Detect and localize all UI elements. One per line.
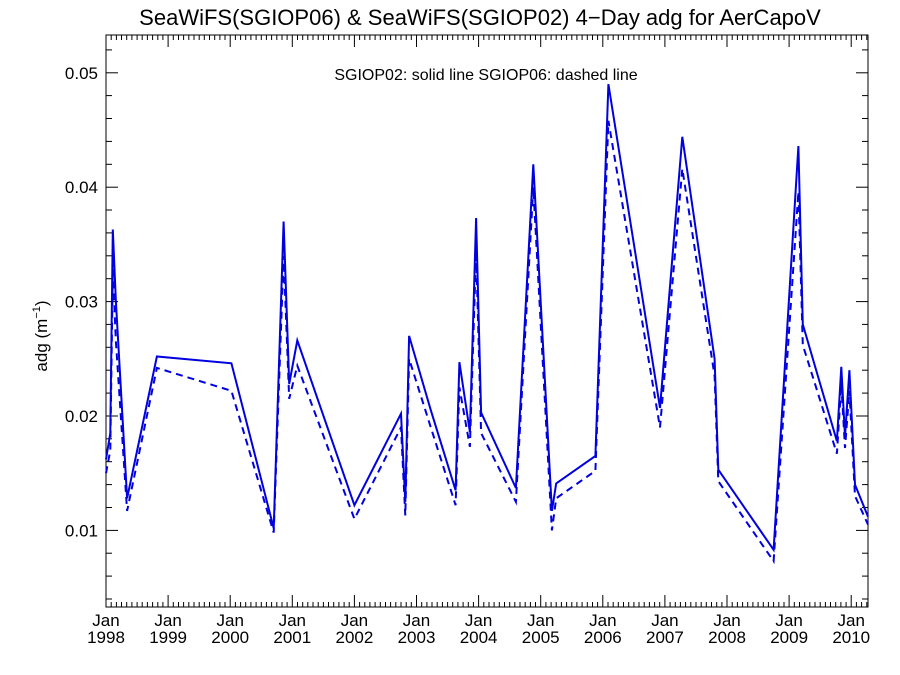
x-tick-year-label: 2008 xyxy=(708,628,746,647)
x-tick-month-label: Jan xyxy=(589,611,616,630)
x-tick-year-label: 2004 xyxy=(460,628,498,647)
series-layer xyxy=(105,84,869,565)
x-tick-year-label: 1998 xyxy=(87,628,125,647)
chart-title: SeaWiFS(SGIOP06) & SeaWiFS(SGIOP02) 4−Da… xyxy=(139,5,821,30)
y-axis: 0.01 0.02 0.03 0.04 0.05 xyxy=(65,49,868,600)
y-axis-label-exponent: −1 xyxy=(31,306,43,319)
y-axis-label-main: adg (m xyxy=(32,319,51,372)
x-tick-month-label: Jan xyxy=(92,611,119,630)
x-tick-year-label: 2000 xyxy=(211,628,249,647)
legend-annotation: SGIOP02: solid line SGIOP06: dashed line xyxy=(334,67,637,84)
plot-frame xyxy=(105,34,869,608)
x-tick-month-label: Jan xyxy=(216,611,243,630)
x-tick-year-label: 2005 xyxy=(522,628,560,647)
x-tick-month-label: Jan xyxy=(838,611,865,630)
x-tick-year-label: 2006 xyxy=(584,628,622,647)
x-tick-month-label: Jan xyxy=(775,611,802,630)
y-tick-label: 0.01 xyxy=(65,521,98,540)
x-tick-month-label: Jan xyxy=(403,611,430,630)
x-tick-month-label: Jan xyxy=(341,611,368,630)
x-tick-year-label: 2002 xyxy=(335,628,373,647)
y-tick-label: 0.03 xyxy=(65,293,98,312)
x-tick-year-label: 2003 xyxy=(398,628,436,647)
series-line-sgiop06 xyxy=(105,120,869,565)
x-tick-year-label: 2010 xyxy=(832,628,870,647)
series-line-sgiop02 xyxy=(105,84,869,553)
x-tick-month-label: Jan xyxy=(465,611,492,630)
x-tick-year-label: 2007 xyxy=(646,628,684,647)
x-axis: Jan1998Jan1999Jan2000Jan2001Jan2002Jan20… xyxy=(87,35,870,647)
x-tick-month-label: Jan xyxy=(713,611,740,630)
y-axis-label-close: ) xyxy=(32,300,51,306)
x-tick-year-label: 1999 xyxy=(149,628,187,647)
x-tick-month-label: Jan xyxy=(279,611,306,630)
y-tick-label: 0.05 xyxy=(65,64,98,83)
x-tick-month-label: Jan xyxy=(154,611,181,630)
x-tick-month-label: Jan xyxy=(651,611,678,630)
y-tick-label: 0.02 xyxy=(65,407,98,426)
y-axis-label: adg (m−1) xyxy=(31,300,51,371)
x-tick-month-label: Jan xyxy=(527,611,554,630)
x-tick-year-label: 2001 xyxy=(273,628,311,647)
x-tick-year-label: 2009 xyxy=(770,628,808,647)
y-tick-label: 0.04 xyxy=(65,178,98,197)
